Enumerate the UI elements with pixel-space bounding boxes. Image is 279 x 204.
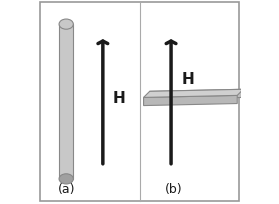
Ellipse shape [59,20,73,30]
Text: (a): (a) [57,182,75,195]
Bar [59,25,73,179]
Text: H: H [181,71,194,86]
Polygon shape [144,96,237,106]
Polygon shape [144,90,243,98]
Text: H: H [113,91,126,105]
Polygon shape [150,90,243,100]
Ellipse shape [59,174,73,184]
Text: (b): (b) [165,182,183,195]
